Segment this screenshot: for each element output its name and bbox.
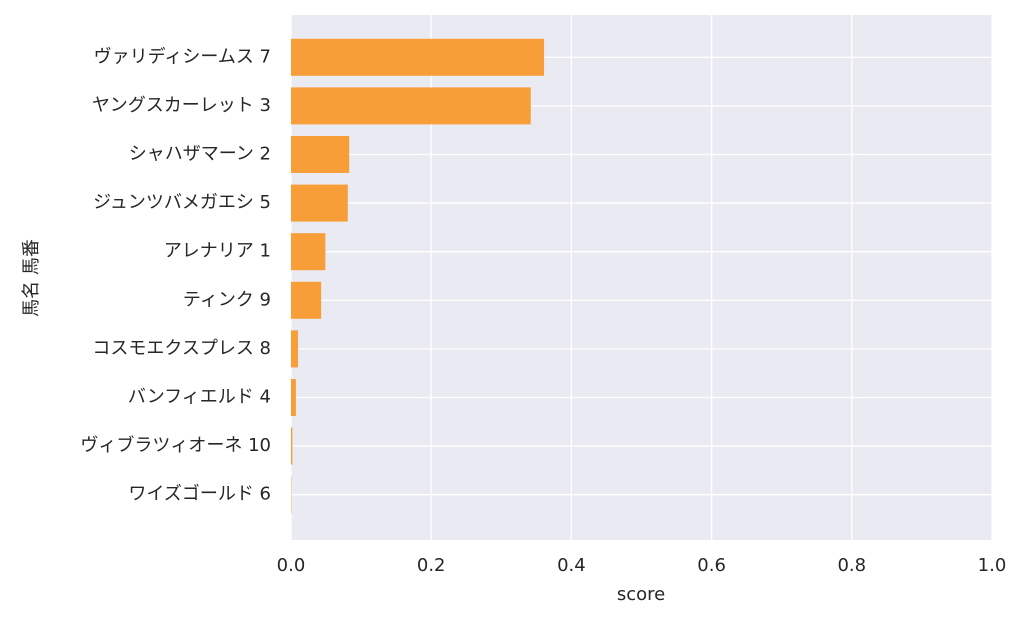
x-tick-label: 0.8: [837, 555, 866, 576]
bar: [291, 330, 299, 368]
y-tick-label: ヴァリディシームス 7: [94, 46, 271, 67]
y-tick-label: ヤングスカーレット 3: [92, 95, 271, 116]
bar: [291, 281, 322, 319]
bar: [291, 427, 293, 465]
bar: [291, 87, 531, 125]
bar: [291, 38, 545, 76]
y-axis-label: 馬名 馬番: [21, 239, 42, 317]
y-tick-label: シャハザマーン 2: [129, 143, 271, 164]
y-tick-label: バンフィエルド 4: [128, 386, 271, 407]
y-tick-label: コスモエクスプレス 8: [92, 338, 271, 359]
x-tick-label: 1.0: [978, 555, 1007, 576]
x-tick-label: 0.6: [697, 555, 726, 576]
bar: [291, 135, 350, 173]
bar: [291, 378, 296, 416]
x-tick-label: 0.2: [417, 555, 446, 576]
y-tick-label: ティンク 9: [183, 289, 271, 310]
y-tick-label: アレナリア 1: [164, 241, 271, 262]
y-tick-label: ジュンツバメガエシ 5: [93, 192, 271, 213]
y-tick-label: ワイズゴールド 6: [128, 484, 271, 505]
bar: [291, 184, 348, 222]
y-tick-label: ヴィブラツィオーネ 10: [80, 434, 271, 456]
bar: [291, 233, 326, 271]
x-tick-label: 0.4: [557, 555, 586, 576]
x-axis-label: score: [617, 584, 665, 605]
x-tick-label: 0.0: [277, 555, 306, 576]
